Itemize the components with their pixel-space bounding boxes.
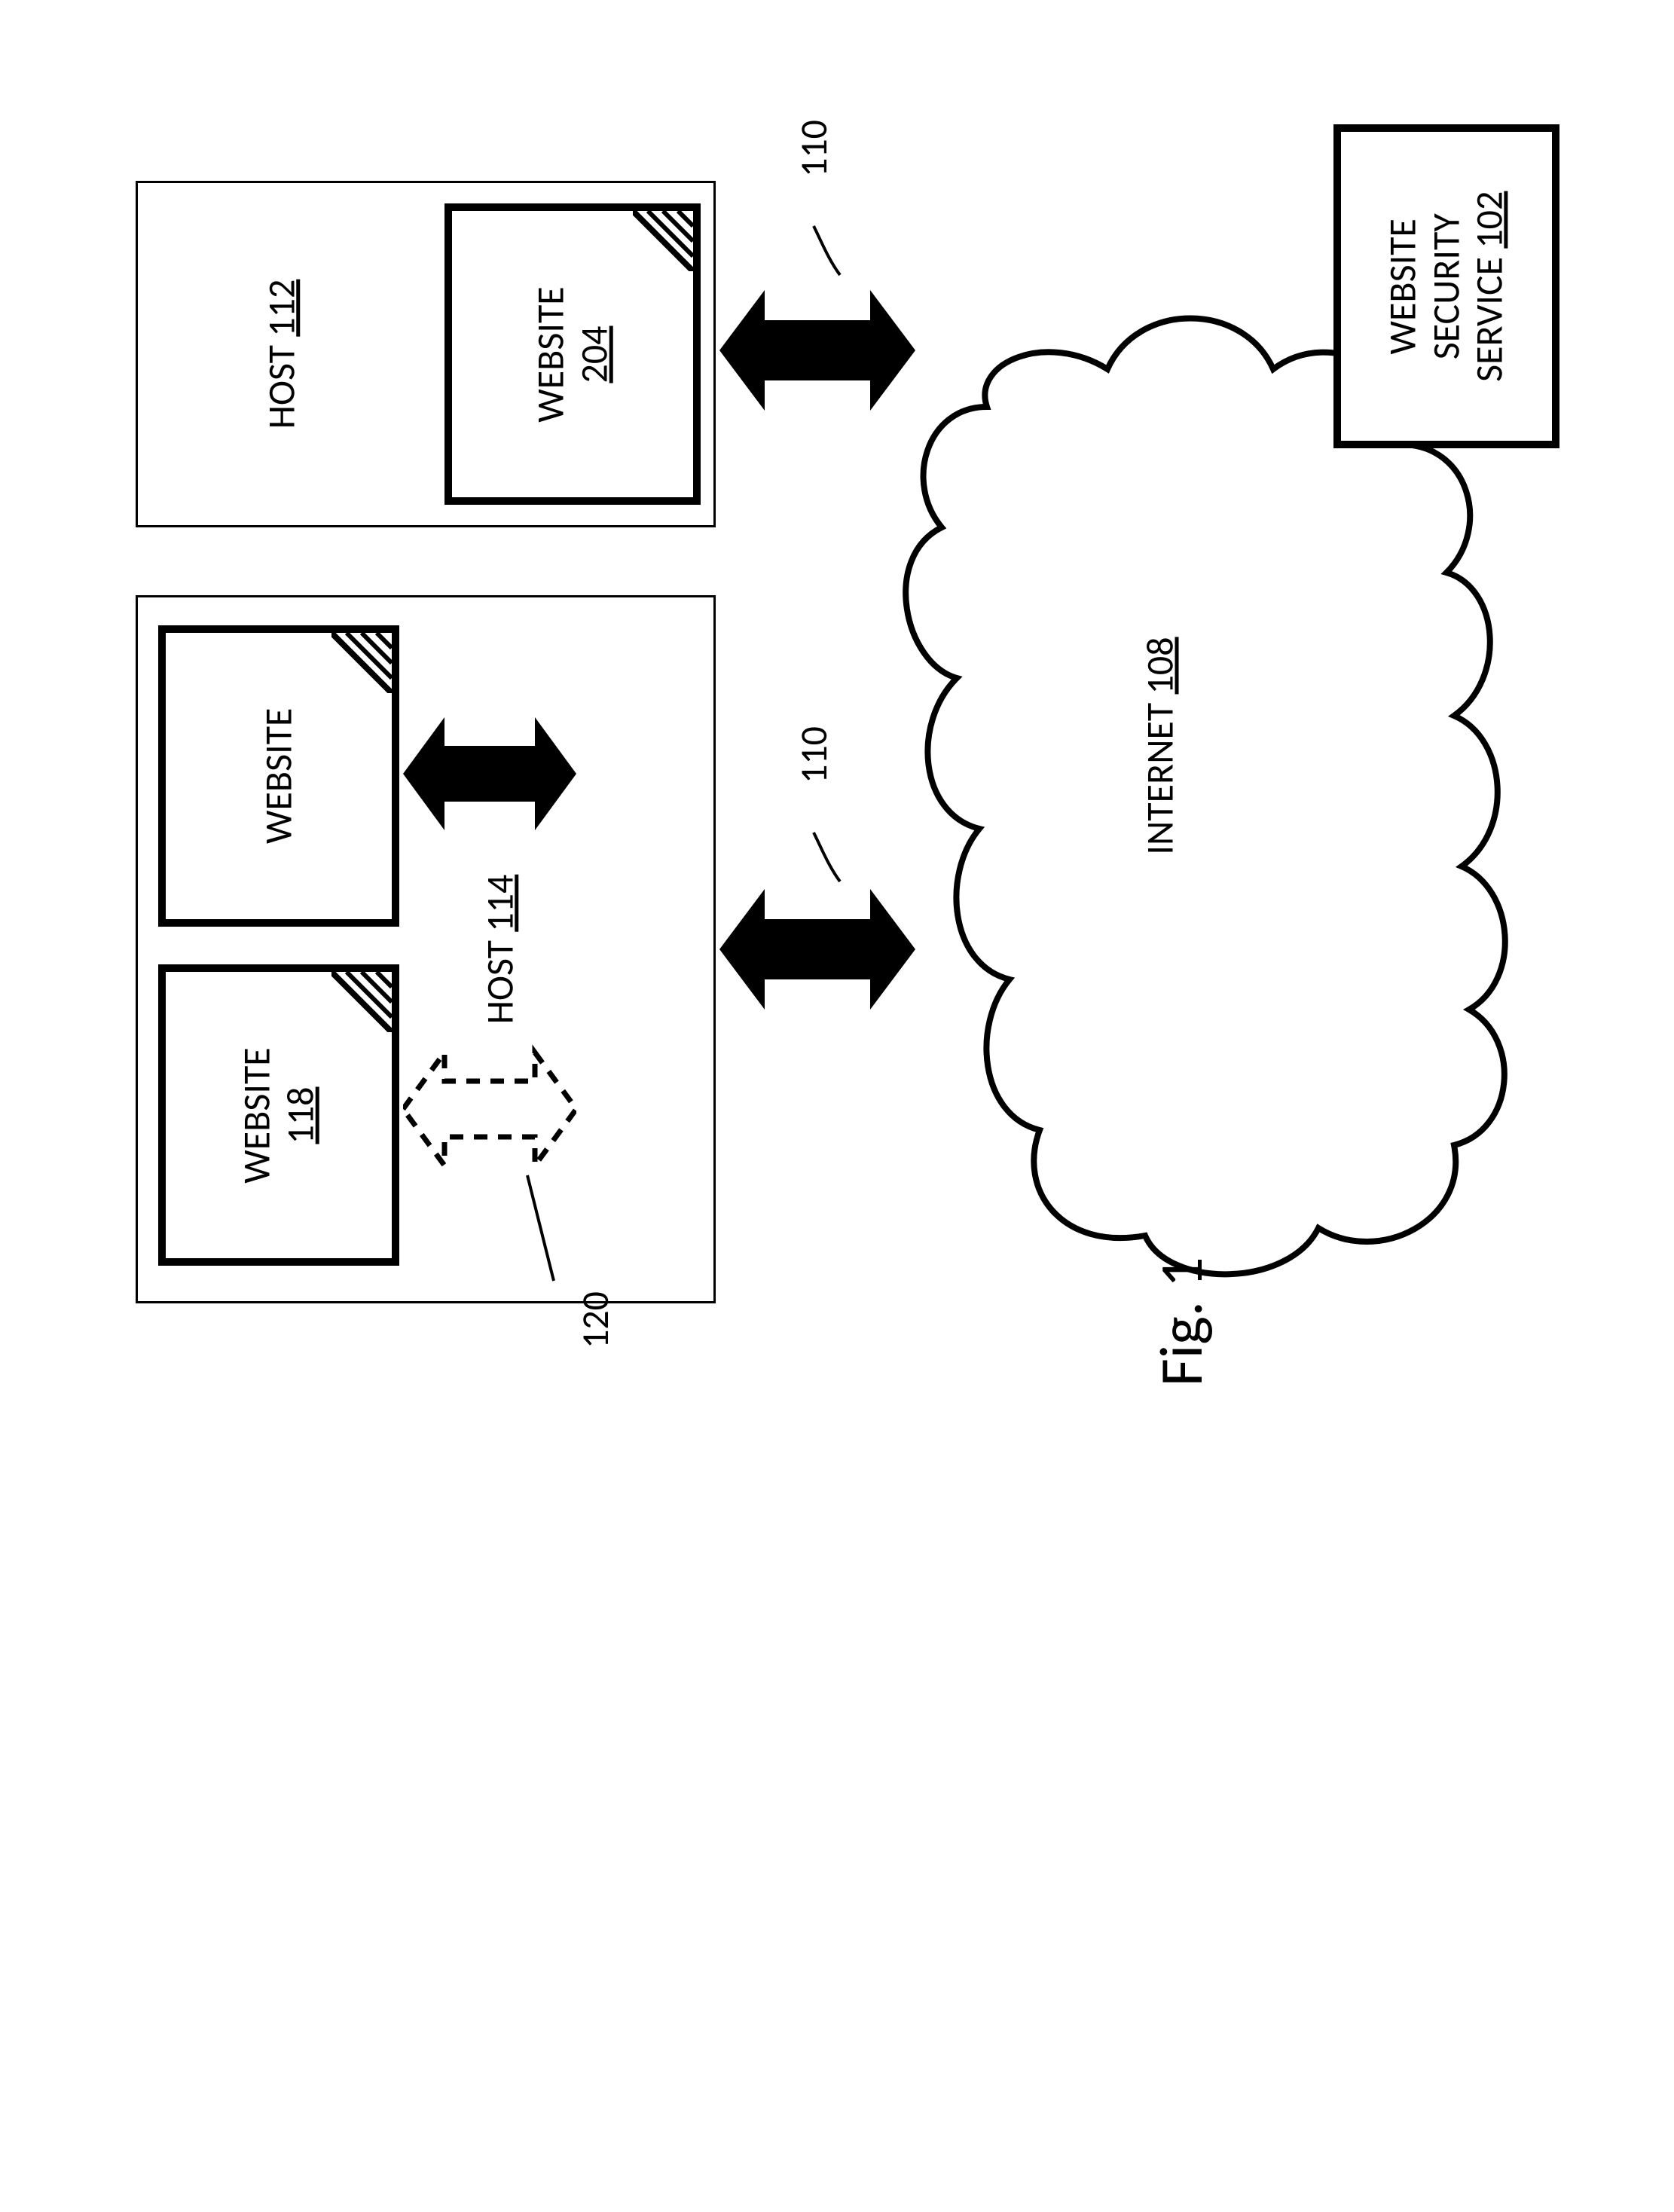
callout-120: 120	[573, 1291, 619, 1349]
diagram-canvas: INTERNET 108 WEBSITE SECURITY SERVICE 10…	[0, 0, 1674, 2212]
callout-120-text: 120	[573, 1291, 619, 1349]
figure-caption-text: Fig. 1	[1145, 1257, 1218, 1386]
callout-line-dashed	[0, 0, 1674, 2212]
figure-caption: Fig. 1	[1145, 1257, 1218, 1386]
